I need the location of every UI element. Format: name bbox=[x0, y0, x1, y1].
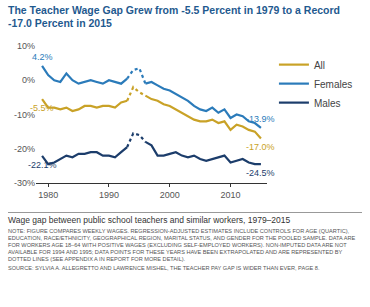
svg-text:-10%: -10% bbox=[14, 110, 35, 120]
svg-text:-30%: -30% bbox=[14, 178, 35, 188]
svg-text:2010: 2010 bbox=[221, 190, 241, 200]
svg-text:-17.0%: -17.0% bbox=[246, 142, 275, 152]
svg-text:-24.5%: -24.5% bbox=[246, 168, 275, 178]
html-text:The Teacher Wage Gap Grew from: The Teacher Wage Gap Grew from -5.5 Perc… bbox=[8, 4, 340, 29]
svg-text:1990: 1990 bbox=[99, 190, 119, 200]
svg-text:-20%: -20% bbox=[14, 144, 35, 154]
svg-text:Males: Males bbox=[314, 98, 341, 109]
svg-text:10%: 10% bbox=[17, 41, 35, 51]
svg-text:4.2%: 4.2% bbox=[32, 52, 53, 62]
svg-text:-22.1%: -22.1% bbox=[28, 160, 57, 170]
svg-text:2000: 2000 bbox=[160, 190, 180, 200]
svg-text:-5.5%: -5.5% bbox=[30, 103, 54, 113]
svg-text:-13.9%: -13.9% bbox=[246, 114, 275, 124]
html-text:NOTE: FIGURE COMPARES WEEKLY W: NOTE: FIGURE COMPARES WEEKLY WAGES. REGR… bbox=[8, 228, 356, 262]
svg-text:Females: Females bbox=[314, 79, 352, 90]
html-text:Wage gap between public school: Wage gap between public school teachers … bbox=[8, 215, 291, 225]
svg-text:0%: 0% bbox=[22, 75, 35, 85]
svg-text:All: All bbox=[314, 60, 325, 71]
html-text:SOURCE: SYLVIA A. ALLEGRETTO A: SOURCE: SYLVIA A. ALLEGRETTO AND LAWRENC… bbox=[8, 265, 320, 271]
svg-text:1980: 1980 bbox=[38, 190, 58, 200]
